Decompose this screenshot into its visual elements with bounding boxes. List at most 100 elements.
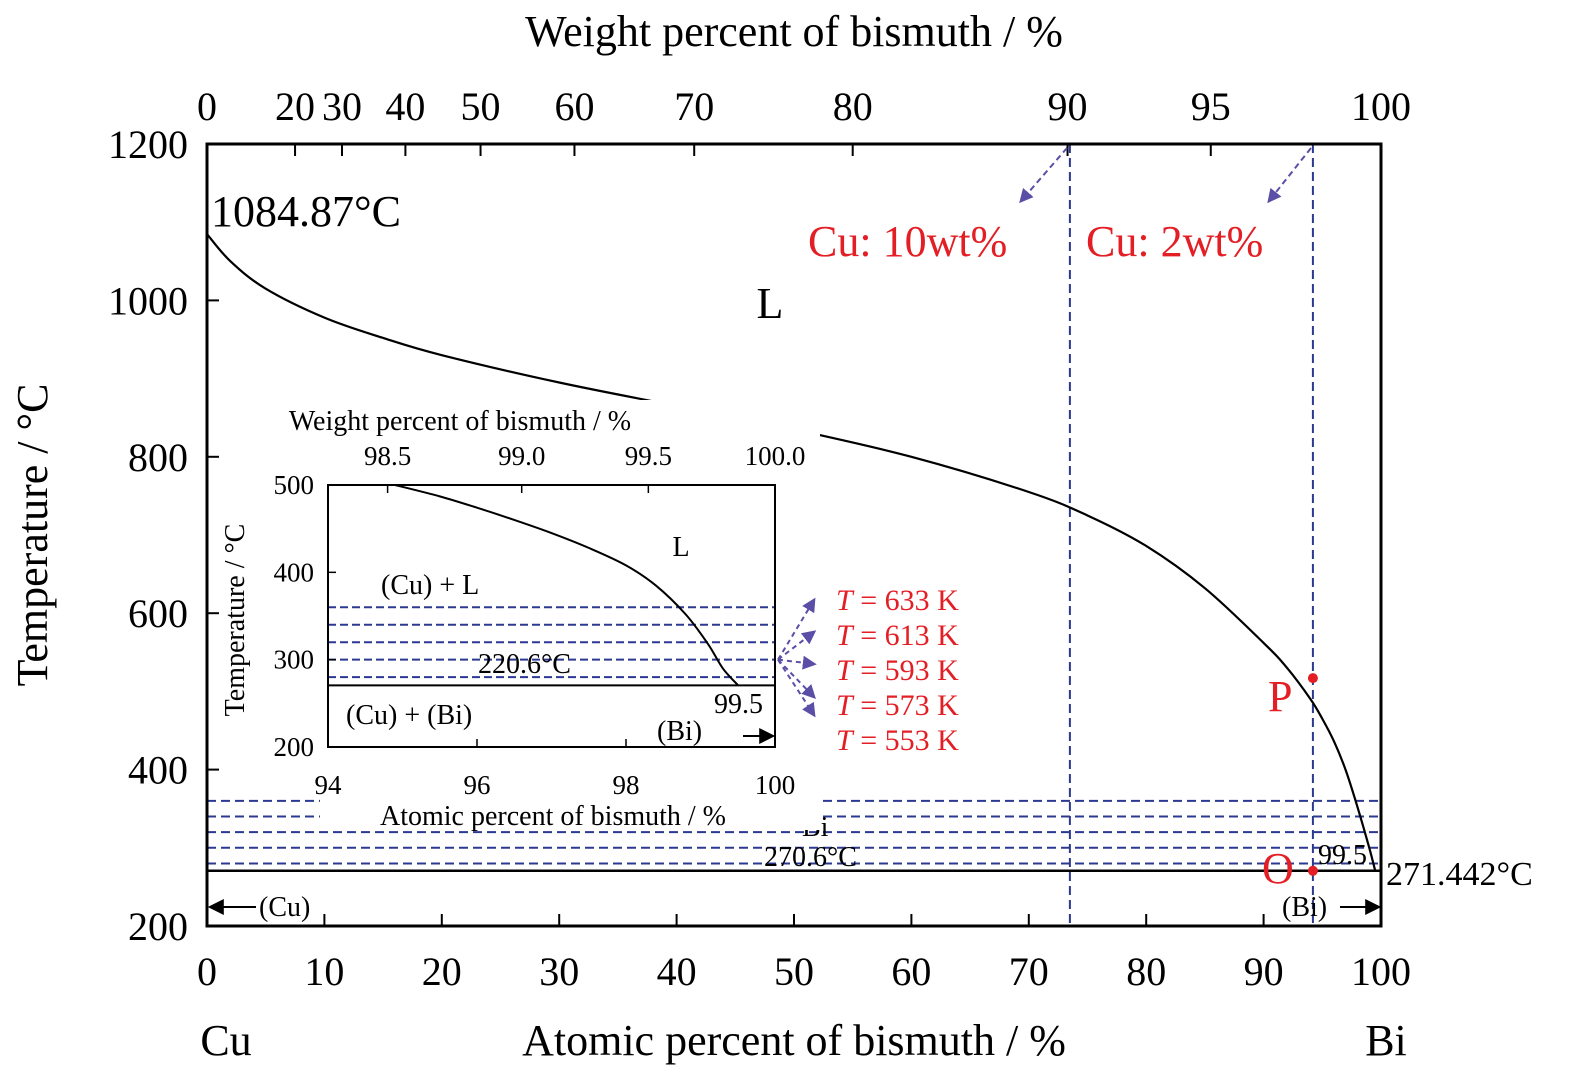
- inset-eutectic-temp-label: 220.6°C: [478, 649, 571, 680]
- marked-points: [1307, 673, 1318, 876]
- top-tick-label: 80: [833, 84, 873, 129]
- end-label-cu: Cu: [200, 1016, 251, 1065]
- inset-isotherms: [328, 606, 775, 687]
- inset-top-tick-label: 99.0: [498, 441, 545, 471]
- temperature-symbol: T: [836, 654, 855, 687]
- temperature-arrow: [777, 655, 817, 670]
- temperature-symbol: T: [836, 724, 855, 757]
- arrow-to-2wt: [1267, 147, 1312, 204]
- inset-x-tick-label: 94: [315, 770, 343, 800]
- y-tick-label: 1000: [108, 278, 188, 323]
- composition-lines: [1068, 144, 1314, 926]
- x-tick-label: 100: [1351, 949, 1411, 994]
- arrow-to-10wt: [1019, 147, 1068, 204]
- inset-background: [320, 400, 820, 830]
- top-tick-label: 90: [1048, 84, 1088, 129]
- eutectic-temp-label: 270.6°C: [764, 842, 857, 873]
- temperature-value: = 553 K: [853, 724, 959, 757]
- point-label-p: P: [1268, 672, 1292, 721]
- inset-top-axis-title: Weight percent of bismuth / %: [289, 406, 631, 437]
- bi-melting-point-label: 271.442°C: [1386, 856, 1533, 893]
- inset-y-tick-label: 200: [274, 732, 315, 762]
- temperature-symbol: T: [836, 619, 855, 652]
- x-tick-label: 10: [304, 949, 344, 994]
- inset-y-tick-label: 400: [274, 557, 315, 587]
- y-tick-label: 800: [128, 435, 188, 480]
- temperature-label: T = 593 K: [836, 654, 959, 687]
- main-isotherms: [207, 799, 1381, 873]
- top-axis-ticks: 0 20 30 40 50 60 70 80 90 95 100: [197, 84, 1411, 156]
- inset-bi-solid-label: (Bi): [657, 716, 702, 747]
- inset-x-tick-label: 98: [613, 770, 640, 800]
- temperature-arrow: [777, 659, 816, 718]
- inset-y-tick-label: 500: [274, 470, 315, 500]
- x-axis-ticks: 0 10 20 30 40 50 60 70 80 90 100: [197, 914, 1411, 994]
- temperature-symbol: T: [836, 584, 855, 617]
- composition-label-10wt: Cu: 10wt%: [808, 217, 1007, 266]
- top-tick-label: 40: [385, 84, 425, 129]
- inset-liquid-label: L: [672, 532, 689, 563]
- temperature-label: T = 553 K: [836, 724, 959, 757]
- temperature-value: = 633 K: [853, 584, 959, 617]
- y-tick-label: 200: [128, 904, 188, 949]
- y-tick-label: 1200: [108, 122, 188, 167]
- x-axis-title: Atomic percent of bismuth / %: [522, 1016, 1066, 1065]
- top-tick-label: 0: [197, 84, 217, 129]
- y-axis-ticks: 200 400 600 800 1000 1200: [108, 122, 219, 949]
- x-tick-label: 80: [1126, 949, 1166, 994]
- temperature-arrow: [777, 597, 816, 661]
- composition-label-2wt: Cu: 2wt%: [1086, 217, 1263, 266]
- top-tick-label: 20: [275, 84, 315, 129]
- inset-eutectic-comp-label: 99.5: [714, 689, 763, 720]
- liquidus-curve: [206, 233, 1377, 871]
- point-label-o: O: [1262, 844, 1294, 893]
- marked-point: [1307, 865, 1318, 876]
- top-tick-label: 50: [461, 84, 501, 129]
- x-tick-label: 0: [197, 949, 217, 994]
- temperature-arrow: [777, 630, 817, 661]
- x-tick-label: 60: [891, 949, 931, 994]
- temperature-symbol: T: [836, 689, 855, 722]
- inset-liquidus-curve: [394, 484, 739, 686]
- y-tick-label: 400: [128, 748, 188, 793]
- temperature-value: = 573 K: [853, 689, 959, 722]
- inset-top-tick-label: 100.0: [745, 441, 806, 471]
- temperature-label: T = 573 K: [836, 689, 959, 722]
- temperature-labels: T = 633 KT = 613 KT = 593 KT = 573 KT = …: [836, 584, 959, 757]
- temperature-value: = 613 K: [853, 619, 959, 652]
- x-tick-label: 20: [422, 949, 462, 994]
- x-tick-label: 30: [539, 949, 579, 994]
- top-tick-label: 100: [1351, 84, 1411, 129]
- marked-point: [1307, 673, 1318, 684]
- top-tick-label: 70: [674, 84, 714, 129]
- inset-y-axis-title: Temperature / °C: [220, 524, 251, 717]
- inset-liquidus-group: [394, 484, 739, 686]
- temperature-label: T = 633 K: [836, 584, 959, 617]
- x-tick-label: 50: [774, 949, 814, 994]
- top-tick-label: 60: [554, 84, 594, 129]
- temperature-label: T = 613 K: [836, 619, 959, 652]
- inset-y-axis-ticks: 200 300 400 500: [274, 470, 336, 762]
- liquidus-curve-group: [206, 233, 1377, 871]
- inset-top-tick-label: 99.5: [625, 441, 672, 471]
- inset-top-axis-ticks: 98.5 99.0 99.5 100.0: [364, 441, 805, 493]
- inset-x-axis-title: Atomic percent of bismuth / %: [380, 801, 726, 832]
- y-tick-label: 600: [128, 591, 188, 636]
- inset-cu-l-label: (Cu) + L: [381, 570, 479, 601]
- eutectic-comp-label: 99.5: [1318, 840, 1367, 871]
- inset-x-tick-label: 100: [755, 770, 796, 800]
- inset-top-tick-label: 98.5: [364, 441, 411, 471]
- end-label-bi: Bi: [1365, 1016, 1407, 1065]
- x-tick-label: 40: [657, 949, 697, 994]
- inset-x-axis-ticks: 94 96 98 100: [315, 739, 796, 800]
- cu-solid-label: (Cu): [259, 892, 310, 923]
- inset-cu-bi-label: (Cu) + (Bi): [346, 700, 472, 731]
- top-tick-label: 30: [322, 84, 362, 129]
- inset-plot-frame: [327, 484, 776, 748]
- inset-x-tick-label: 96: [464, 770, 491, 800]
- cu-melting-point-label: 1084.87°C: [211, 187, 401, 236]
- temperature-arrows: [777, 597, 817, 718]
- x-tick-label: 70: [1009, 949, 1049, 994]
- x-tick-label: 90: [1244, 949, 1284, 994]
